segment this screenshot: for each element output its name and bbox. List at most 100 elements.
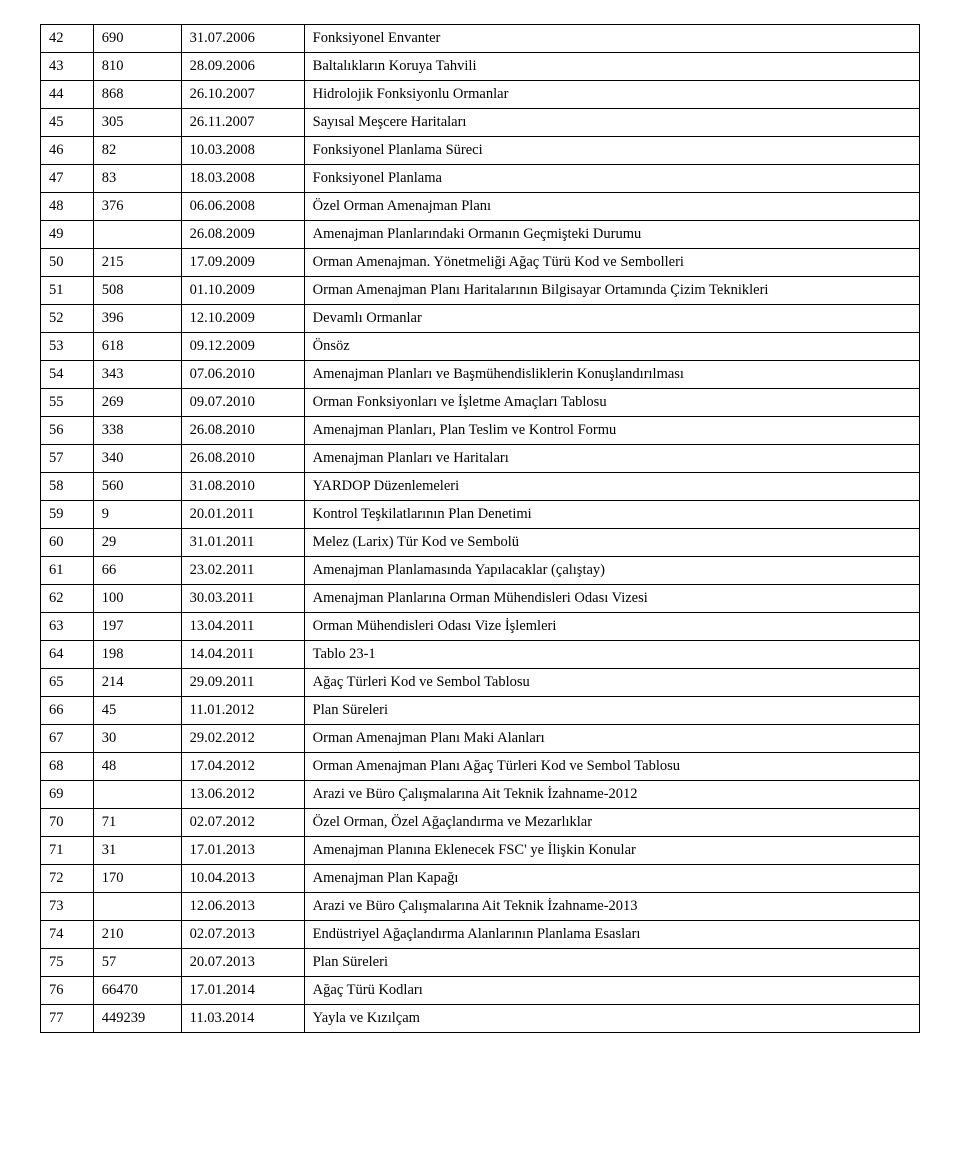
cell-ref	[93, 893, 181, 921]
cell-date: 30.03.2011	[181, 585, 304, 613]
cell-seq: 42	[41, 25, 94, 53]
table-row: 59920.01.2011Kontrol Teşkilatlarının Pla…	[41, 501, 920, 529]
cell-ref: 29	[93, 529, 181, 557]
cell-description: Orman Amenajman Planı Ağaç Türleri Kod v…	[304, 753, 919, 781]
cell-seq: 53	[41, 333, 94, 361]
cell-date: 13.06.2012	[181, 781, 304, 809]
cell-description: Amenajman Planına Eklenecek FSC' ye İliş…	[304, 837, 919, 865]
cell-seq: 63	[41, 613, 94, 641]
cell-seq: 68	[41, 753, 94, 781]
cell-ref: 449239	[93, 1005, 181, 1033]
cell-date: 06.06.2008	[181, 193, 304, 221]
document-table: 4269031.07.2006Fonksiyonel Envanter43810…	[40, 24, 920, 1033]
cell-ref: 66	[93, 557, 181, 585]
cell-description: Fonksiyonel Planlama	[304, 165, 919, 193]
table-row: 616623.02.2011Amenajman Planlamasında Ya…	[41, 557, 920, 585]
cell-date: 26.10.2007	[181, 81, 304, 109]
cell-seq: 77	[41, 1005, 94, 1033]
cell-date: 11.01.2012	[181, 697, 304, 725]
cell-seq: 59	[41, 501, 94, 529]
cell-seq: 60	[41, 529, 94, 557]
cell-date: 02.07.2012	[181, 809, 304, 837]
cell-date: 07.06.2010	[181, 361, 304, 389]
cell-description: Orman Fonksiyonları ve İşletme Amaçları …	[304, 389, 919, 417]
table-row: 5734026.08.2010Amenajman Planları ve Har…	[41, 445, 920, 473]
cell-description: Devamlı Ormanlar	[304, 305, 919, 333]
table-row: 468210.03.2008Fonksiyonel Planlama Sürec…	[41, 137, 920, 165]
cell-date: 10.03.2008	[181, 137, 304, 165]
cell-date: 13.04.2011	[181, 613, 304, 641]
table-row: 713117.01.2013Amenajman Planına Eklenece…	[41, 837, 920, 865]
cell-description: Plan Süreleri	[304, 697, 919, 725]
cell-date: 10.04.2013	[181, 865, 304, 893]
cell-date: 12.06.2013	[181, 893, 304, 921]
table-row: 5856031.08.2010YARDOP Düzenlemeleri	[41, 473, 920, 501]
cell-date: 09.12.2009	[181, 333, 304, 361]
cell-seq: 62	[41, 585, 94, 613]
cell-description: YARDOP Düzenlemeleri	[304, 473, 919, 501]
cell-description: Kontrol Teşkilatlarının Plan Denetimi	[304, 501, 919, 529]
cell-ref	[93, 781, 181, 809]
cell-seq: 56	[41, 417, 94, 445]
cell-description: Orman Amenajman. Yönetmeliği Ağaç Türü K…	[304, 249, 919, 277]
cell-seq: 55	[41, 389, 94, 417]
cell-description: Endüstriyel Ağaçlandırma Alanlarının Pla…	[304, 921, 919, 949]
cell-date: 26.08.2010	[181, 417, 304, 445]
cell-ref: 170	[93, 865, 181, 893]
cell-date: 17.01.2014	[181, 977, 304, 1005]
cell-seq: 70	[41, 809, 94, 837]
cell-date: 17.04.2012	[181, 753, 304, 781]
table-row: 6319713.04.2011Orman Mühendisleri Odası …	[41, 613, 920, 641]
cell-ref: 305	[93, 109, 181, 137]
cell-description: Amenajman Planlamasında Yapılacaklar (ça…	[304, 557, 919, 585]
cell-seq: 49	[41, 221, 94, 249]
table-row: 6913.06.2012Arazi ve Büro Çalışmalarına …	[41, 781, 920, 809]
cell-date: 20.01.2011	[181, 501, 304, 529]
table-row: 4269031.07.2006Fonksiyonel Envanter	[41, 25, 920, 53]
table-row: 5239612.10.2009Devamlı Ormanlar	[41, 305, 920, 333]
cell-seq: 66	[41, 697, 94, 725]
table-row: 6419814.04.2011Tablo 23-1	[41, 641, 920, 669]
cell-ref: 396	[93, 305, 181, 333]
cell-ref: 618	[93, 333, 181, 361]
table-row: 6210030.03.2011Amenajman Planlarına Orma…	[41, 585, 920, 613]
cell-ref: 215	[93, 249, 181, 277]
cell-date: 28.09.2006	[181, 53, 304, 81]
cell-description: Amenajman Planları, Plan Teslim ve Kontr…	[304, 417, 919, 445]
table-row: 7744923911.03.2014Yayla ve Kızılçam	[41, 1005, 920, 1033]
table-row: 602931.01.2011Melez (Larix) Tür Kod ve S…	[41, 529, 920, 557]
table-row: 707102.07.2012Özel Orman, Özel Ağaçlandı…	[41, 809, 920, 837]
table-row: 673029.02.2012Orman Amenajman Planı Maki…	[41, 725, 920, 753]
cell-ref: 45	[93, 697, 181, 725]
cell-date: 26.08.2010	[181, 445, 304, 473]
cell-seq: 72	[41, 865, 94, 893]
cell-description: Sayısal Meşcere Haritaları	[304, 109, 919, 137]
cell-seq: 61	[41, 557, 94, 585]
cell-seq: 73	[41, 893, 94, 921]
table-row: 684817.04.2012Orman Amenajman Planı Ağaç…	[41, 753, 920, 781]
cell-description: Hidrolojik Fonksiyonlu Ormanlar	[304, 81, 919, 109]
cell-description: Amenajman Planlarındaki Ormanın Geçmişte…	[304, 221, 919, 249]
table-row: 7217010.04.2013Amenajman Plan Kapağı	[41, 865, 920, 893]
table-row: 5361809.12.2009Önsöz	[41, 333, 920, 361]
cell-date: 02.07.2013	[181, 921, 304, 949]
cell-description: Ağaç Türü Kodları	[304, 977, 919, 1005]
cell-seq: 51	[41, 277, 94, 305]
cell-date: 09.07.2010	[181, 389, 304, 417]
cell-date: 01.10.2009	[181, 277, 304, 305]
cell-description: Orman Mühendisleri Odası Vize İşlemleri	[304, 613, 919, 641]
cell-ref: 9	[93, 501, 181, 529]
table-row: 4837606.06.2008Özel Orman Amenajman Plan…	[41, 193, 920, 221]
cell-description: Baltalıkların Koruya Tahvili	[304, 53, 919, 81]
cell-date: 31.07.2006	[181, 25, 304, 53]
cell-date: 26.08.2009	[181, 221, 304, 249]
cell-description: Önsöz	[304, 333, 919, 361]
table-row: 5526909.07.2010Orman Fonksiyonları ve İş…	[41, 389, 920, 417]
cell-seq: 44	[41, 81, 94, 109]
table-row: 7421002.07.2013Endüstriyel Ağaçlandırma …	[41, 921, 920, 949]
cell-ref: 48	[93, 753, 181, 781]
table-row: 4530526.11.2007Sayısal Meşcere Haritalar…	[41, 109, 920, 137]
cell-seq: 76	[41, 977, 94, 1005]
cell-seq: 52	[41, 305, 94, 333]
cell-description: Orman Amenajman Planı Haritalarının Bilg…	[304, 277, 919, 305]
